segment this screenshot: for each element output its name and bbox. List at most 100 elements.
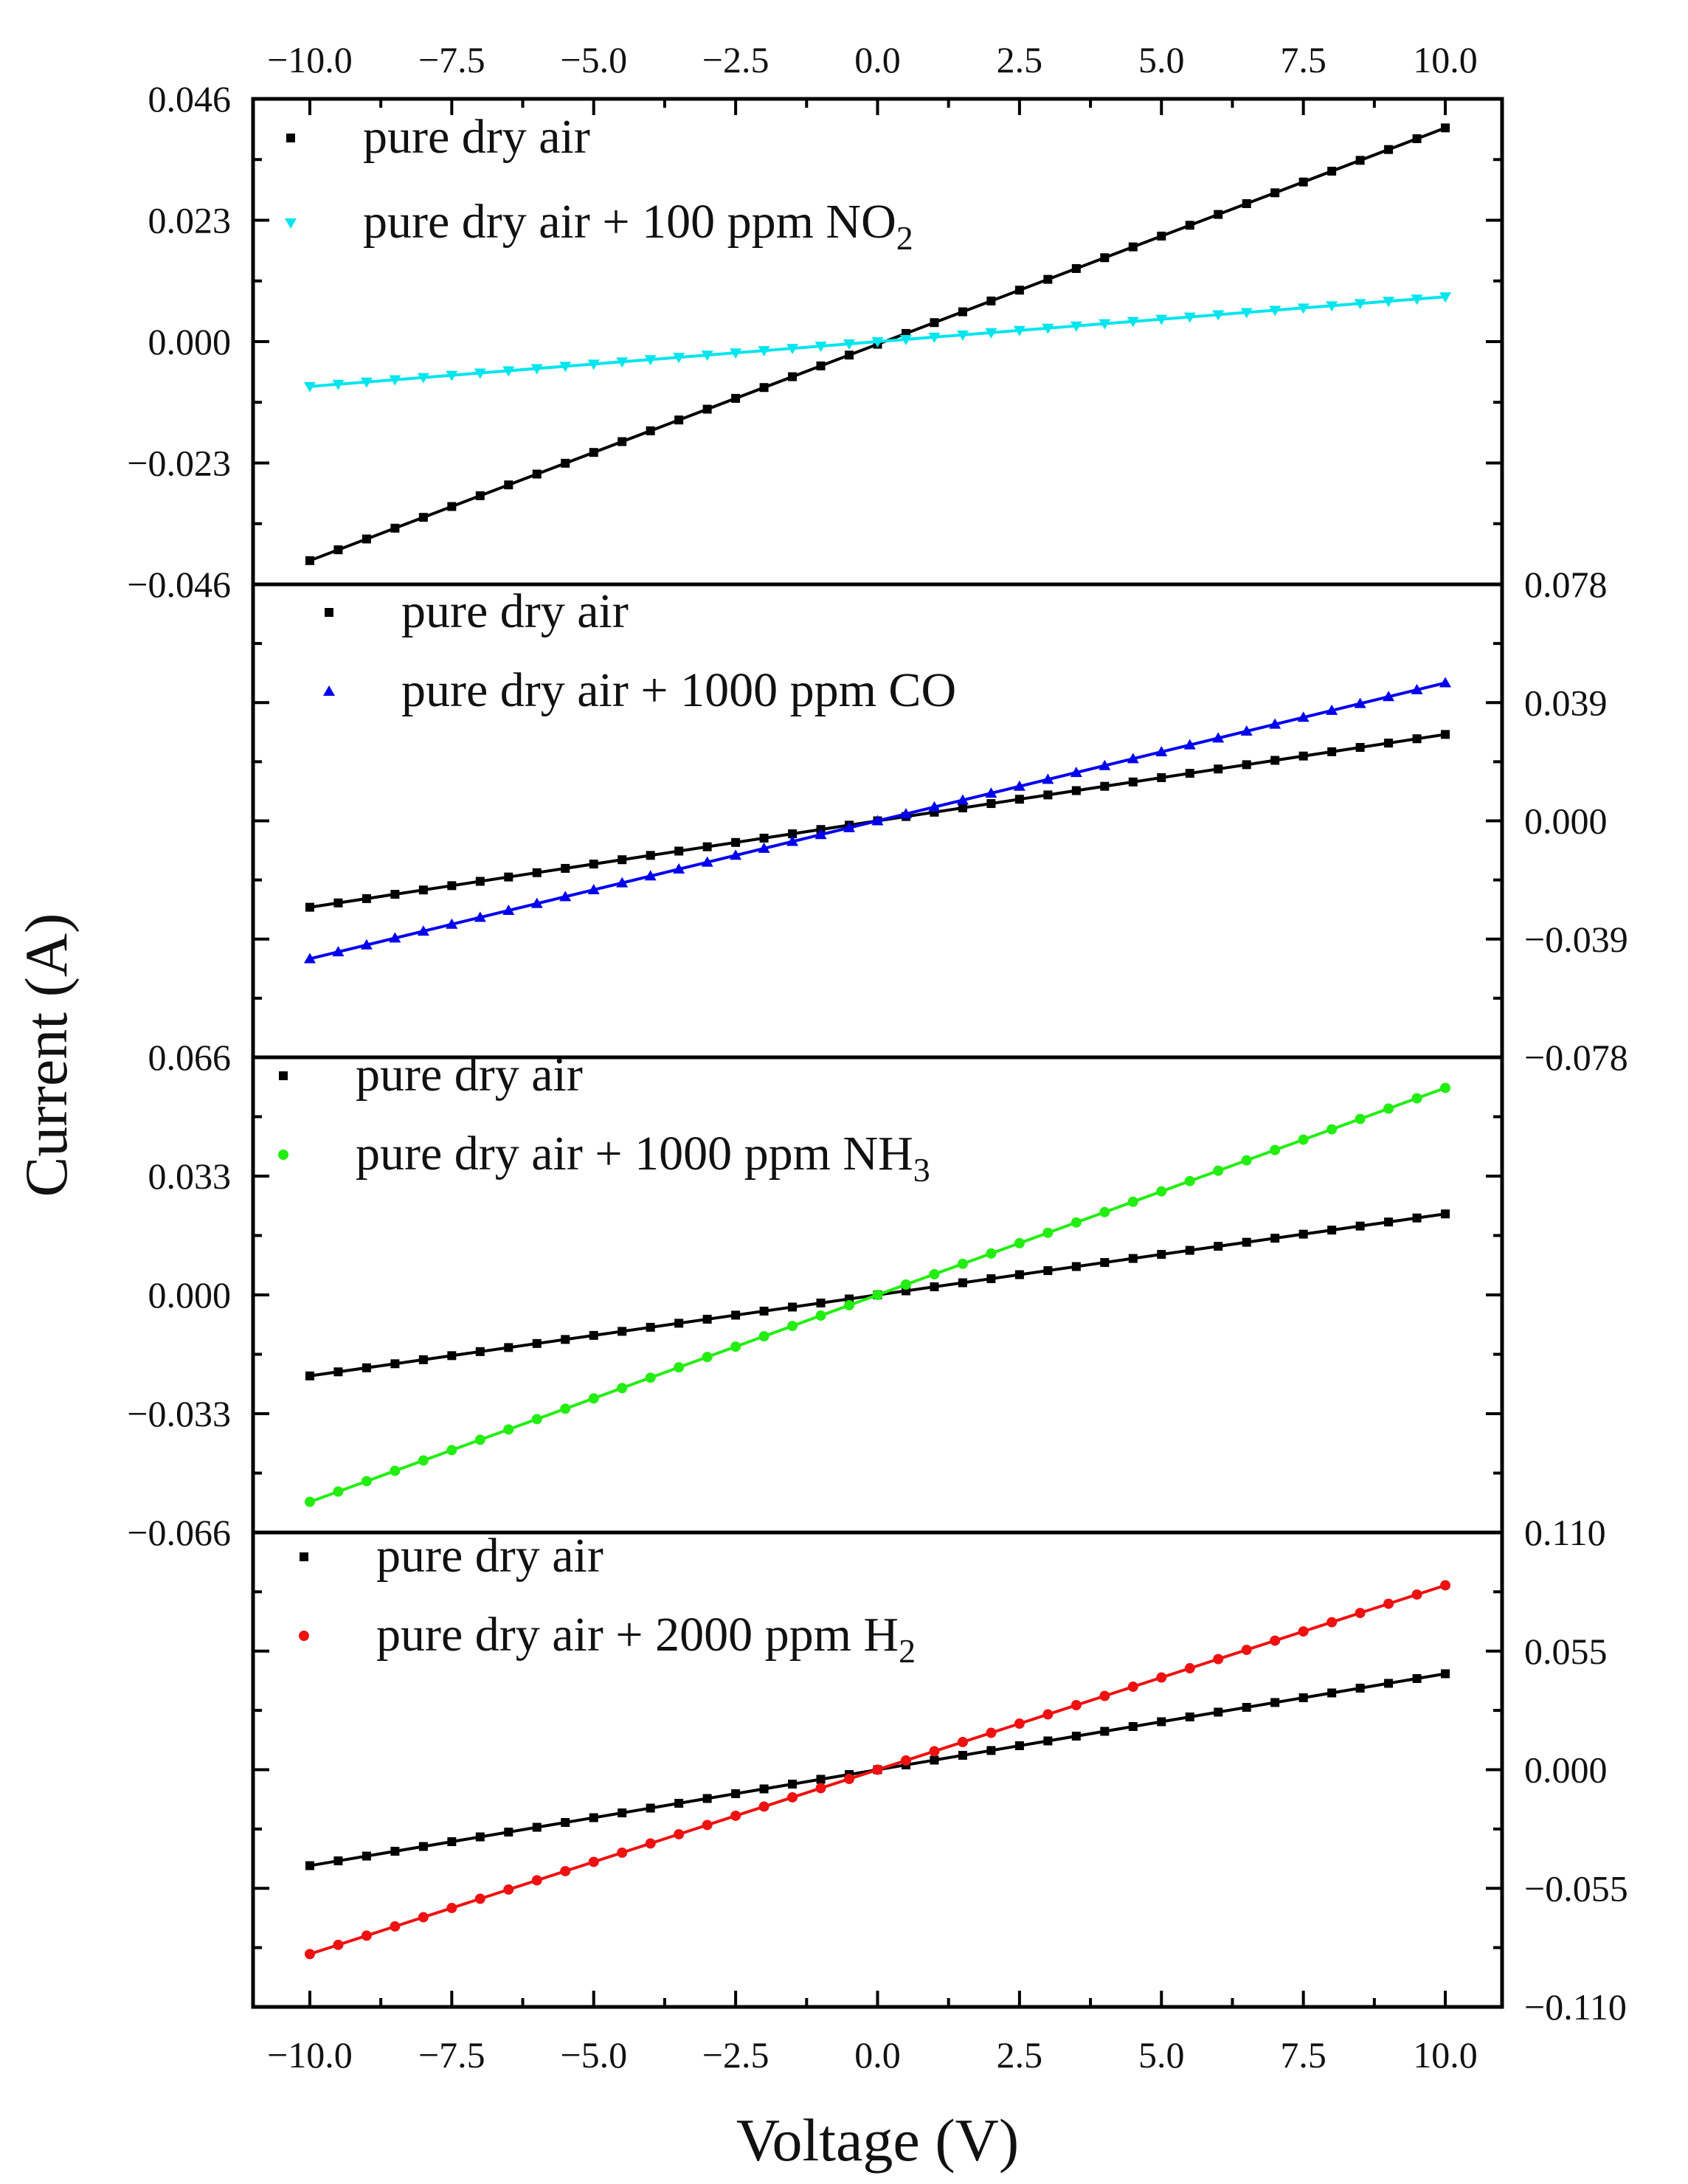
data-point [559,891,572,902]
data-point [702,1820,713,1831]
data-point [1355,156,1365,165]
data-point [1326,1617,1338,1628]
data-point [1128,1254,1138,1263]
data-point [589,1813,598,1822]
y-tick-label: 0.110 [1524,1512,1606,1553]
data-point [1327,747,1337,756]
data-point [758,1331,769,1342]
data-point [1355,1113,1366,1124]
y-tick-label: −0.039 [1524,919,1628,960]
data-point [899,808,912,819]
data-point [305,556,314,565]
data-point [390,1921,401,1932]
data-point [1411,294,1423,305]
data-point [1383,1598,1394,1609]
data-point [1270,1635,1281,1646]
data-point [1013,325,1025,336]
data-point [1014,795,1024,804]
data-point [758,842,770,853]
data-point [447,1837,457,1847]
data-point [504,872,513,882]
data-point [845,350,854,360]
data-point [645,1372,656,1383]
data-point [474,1434,485,1445]
data-point [1127,753,1139,764]
data-point [305,1861,314,1870]
data-point [1214,210,1223,219]
data-point [1354,697,1366,708]
x-tick-label: 0.0 [854,2034,901,2076]
data-point [1326,704,1338,715]
data-point [1412,734,1422,744]
data-point [1298,1693,1308,1702]
data-point [674,1799,684,1808]
data-point [1128,242,1138,252]
legend-label-main: pure dry air + 1000 ppm NH [356,1127,913,1181]
data-point [731,393,741,403]
data-point [532,1338,542,1348]
data-point [1269,305,1281,317]
data-point [530,364,543,375]
data-point [1326,301,1338,312]
data-point [702,404,712,414]
data-point [1383,297,1395,308]
data-point [701,856,713,867]
data-point [1441,730,1450,739]
data-point [362,534,371,544]
data-point [1241,1155,1252,1166]
data-point [985,328,997,339]
data-point [475,491,485,500]
y-tick-label: 0.055 [1524,1631,1608,1672]
data-point [361,1476,372,1487]
data-point [957,1258,968,1269]
data-point [759,383,769,393]
legend-label-main: pure dry air [376,1529,603,1583]
data-point [1043,1266,1053,1276]
data-point [814,342,827,353]
data-point [758,346,770,357]
data-point [1185,1245,1194,1255]
data-point [958,307,967,317]
data-point [589,1330,598,1340]
legend-label-main: pure dry air + 100 ppm NO [363,195,896,249]
data-point [816,1298,826,1307]
y-tick-label: −0.066 [127,1512,231,1553]
data-point [305,902,314,912]
data-point [1099,1690,1110,1701]
data-point [957,1737,968,1748]
data-point [1439,292,1452,303]
data-point [674,415,684,425]
legend-symbol [300,1552,308,1561]
x-tick-label: 0.0 [854,39,901,80]
legend-label-main: pure dry air + 1000 ppm CO [401,663,956,717]
x-tick-label: −7.5 [418,39,485,80]
data-point [1157,1717,1166,1727]
data-point [844,1300,855,1311]
legend-symbol [299,1631,309,1641]
data-point [986,1248,997,1259]
data-point [929,1268,940,1279]
data-point [1241,1645,1252,1656]
data-point [1014,1270,1024,1279]
data-point [1242,760,1251,770]
data-point [504,1828,513,1837]
legend-symbol [286,134,295,142]
data-point [332,379,345,390]
data-point [474,1893,485,1904]
data-point [816,361,826,370]
data-point [418,1912,429,1923]
data-point [617,1847,628,1858]
data-point [1157,231,1166,241]
data-point [786,344,799,355]
data-point [561,1335,570,1344]
data-point [986,296,996,305]
x-tick-label: −7.5 [418,2034,485,2076]
data-point [787,1321,798,1332]
data-point [616,357,629,368]
y-tick-label: 0.033 [148,1155,232,1197]
data-point [532,469,542,479]
y-tick-label: −0.110 [1524,1986,1627,2028]
data-point [730,1810,741,1821]
legend-label: pure dry air + 100 ppm NO2 [363,195,913,257]
x-tick-label: −5.0 [560,39,627,80]
